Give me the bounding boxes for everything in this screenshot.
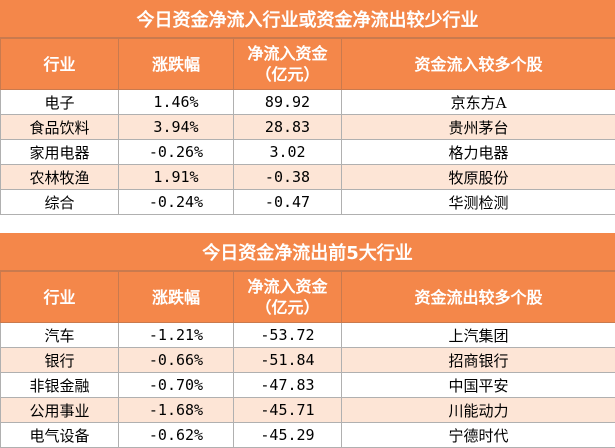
cell-net: -45.71 bbox=[234, 398, 342, 423]
cell-industry: 汽车 bbox=[1, 323, 119, 348]
cell-industry: 电子 bbox=[1, 90, 119, 115]
cell-stock: 贵州茅台 bbox=[342, 115, 615, 140]
header-net-inflow-unit: （亿元） bbox=[234, 297, 341, 318]
cell-net: -51.84 bbox=[234, 348, 342, 373]
cell-change: -0.24% bbox=[119, 190, 234, 215]
cell-stock: 牧原股份 bbox=[342, 165, 615, 190]
cell-change: -0.26% bbox=[119, 140, 234, 165]
cell-net: -47.83 bbox=[234, 373, 342, 398]
cell-industry: 综合 bbox=[1, 190, 119, 215]
cell-net: -53.72 bbox=[234, 323, 342, 348]
header-stock: 资金流出较多个股 bbox=[342, 272, 615, 323]
outflow-table-title: 今日资金净流出前5大行业 bbox=[0, 233, 615, 271]
cell-industry: 非银金融 bbox=[1, 373, 119, 398]
cell-change: -1.68% bbox=[119, 398, 234, 423]
table-row: 家用电器 -0.26% 3.02 格力电器 bbox=[1, 140, 615, 165]
cell-industry: 家用电器 bbox=[1, 140, 119, 165]
outflow-table-section: 今日资金净流出前5大行业 行业 涨跌幅 净流入资金 （亿元） 资金流出较多个股 … bbox=[0, 233, 615, 444]
cell-stock: 川能动力 bbox=[342, 398, 615, 423]
table-row: 非银金融 -0.70% -47.83 中国平安 bbox=[1, 373, 615, 398]
cell-net: 89.92 bbox=[234, 90, 342, 115]
table-row: 食品饮料 3.94% 28.83 贵州茅台 bbox=[1, 115, 615, 140]
cell-industry: 农林牧渔 bbox=[1, 165, 119, 190]
cell-stock: 华测检测 bbox=[342, 190, 615, 215]
header-industry: 行业 bbox=[1, 272, 119, 323]
outflow-header-row: 行业 涨跌幅 净流入资金 （亿元） 资金流出较多个股 bbox=[1, 272, 615, 323]
inflow-table-title: 今日资金净流入行业或资金净流出较少行业 bbox=[0, 0, 615, 38]
cell-stock: 京东方A bbox=[342, 90, 615, 115]
cell-stock: 上汽集团 bbox=[342, 323, 615, 348]
header-net-inflow: 净流入资金 （亿元） bbox=[234, 272, 342, 323]
header-change: 涨跌幅 bbox=[119, 272, 234, 323]
table-row: 农林牧渔 1.91% -0.38 牧原股份 bbox=[1, 165, 615, 190]
cell-change: -1.21% bbox=[119, 323, 234, 348]
header-stock: 资金流入较多个股 bbox=[342, 39, 615, 90]
cell-change: 1.91% bbox=[119, 165, 234, 190]
header-change: 涨跌幅 bbox=[119, 39, 234, 90]
header-industry: 行业 bbox=[1, 39, 119, 90]
table-row: 银行 -0.66% -51.84 招商银行 bbox=[1, 348, 615, 373]
cell-change: 3.94% bbox=[119, 115, 234, 140]
cell-change: -0.70% bbox=[119, 373, 234, 398]
cell-industry: 银行 bbox=[1, 348, 119, 373]
table-row: 公用事业 -1.68% -45.71 川能动力 bbox=[1, 398, 615, 423]
cell-stock: 招商银行 bbox=[342, 348, 615, 373]
cell-stock: 中国平安 bbox=[342, 373, 615, 398]
header-net-inflow-label: 净流入资金 bbox=[234, 276, 341, 297]
cell-stock: 格力电器 bbox=[342, 140, 615, 165]
header-net-inflow-label: 净流入资金 bbox=[234, 43, 341, 64]
inflow-table: 行业 涨跌幅 净流入资金 （亿元） 资金流入较多个股 电子 1.46% 89.9… bbox=[0, 38, 615, 215]
cell-change: 1.46% bbox=[119, 90, 234, 115]
cell-change: -0.66% bbox=[119, 348, 234, 373]
outflow-table: 行业 涨跌幅 净流入资金 （亿元） 资金流出较多个股 汽车 -1.21% -53… bbox=[0, 271, 615, 448]
cell-industry: 公用事业 bbox=[1, 398, 119, 423]
table-row: 汽车 -1.21% -53.72 上汽集团 bbox=[1, 323, 615, 348]
inflow-table-section: 今日资金净流入行业或资金净流出较少行业 行业 涨跌幅 净流入资金 （亿元） 资金… bbox=[0, 0, 615, 214]
cell-net: -0.38 bbox=[234, 165, 342, 190]
header-net-inflow: 净流入资金 （亿元） bbox=[234, 39, 342, 90]
header-net-inflow-unit: （亿元） bbox=[234, 64, 341, 85]
cell-net: -0.47 bbox=[234, 190, 342, 215]
inflow-header-row: 行业 涨跌幅 净流入资金 （亿元） 资金流入较多个股 bbox=[1, 39, 615, 90]
cell-net: 28.83 bbox=[234, 115, 342, 140]
table-row: 电子 1.46% 89.92 京东方A bbox=[1, 90, 615, 115]
cell-net: 3.02 bbox=[234, 140, 342, 165]
cell-industry: 食品饮料 bbox=[1, 115, 119, 140]
table-row: 综合 -0.24% -0.47 华测检测 bbox=[1, 190, 615, 215]
